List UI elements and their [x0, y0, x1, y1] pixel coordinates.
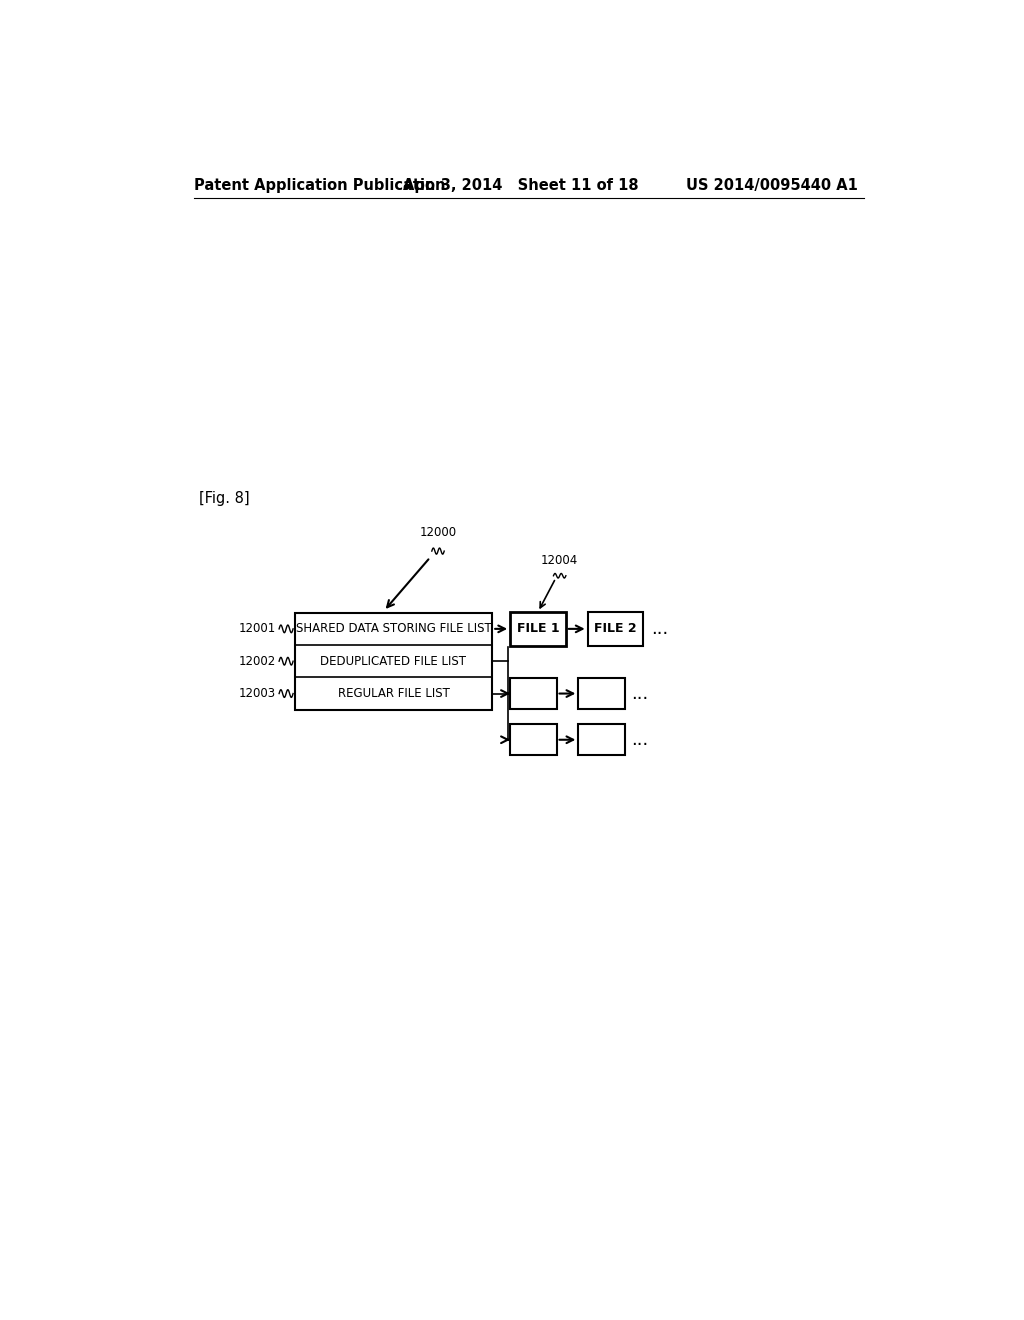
Text: 12001: 12001: [239, 622, 276, 635]
Text: DEDUPLICATED FILE LIST: DEDUPLICATED FILE LIST: [321, 655, 467, 668]
Text: Apr. 3, 2014   Sheet 11 of 18: Apr. 3, 2014 Sheet 11 of 18: [403, 178, 639, 193]
Text: US 2014/0095440 A1: US 2014/0095440 A1: [686, 178, 858, 193]
Bar: [588, 612, 643, 645]
Bar: [579, 725, 625, 755]
Text: ...: ...: [631, 685, 648, 702]
Bar: [579, 678, 625, 709]
Text: 12000: 12000: [420, 525, 457, 539]
Text: FILE 2: FILE 2: [594, 622, 637, 635]
Bar: [510, 725, 557, 755]
Bar: [510, 678, 557, 709]
Text: FILE 1: FILE 1: [517, 622, 559, 635]
Text: REGULAR FILE LIST: REGULAR FILE LIST: [338, 686, 450, 700]
Text: 12004: 12004: [541, 553, 579, 566]
Text: 12003: 12003: [239, 686, 276, 700]
Text: ...: ...: [631, 731, 648, 748]
Text: ...: ...: [651, 620, 669, 638]
Text: 12002: 12002: [239, 655, 276, 668]
Text: Patent Application Publication: Patent Application Publication: [194, 178, 445, 193]
Bar: [510, 612, 566, 645]
Bar: [295, 612, 493, 710]
Text: [Fig. 8]: [Fig. 8]: [200, 491, 250, 507]
Text: SHARED DATA STORING FILE LIST: SHARED DATA STORING FILE LIST: [296, 622, 492, 635]
